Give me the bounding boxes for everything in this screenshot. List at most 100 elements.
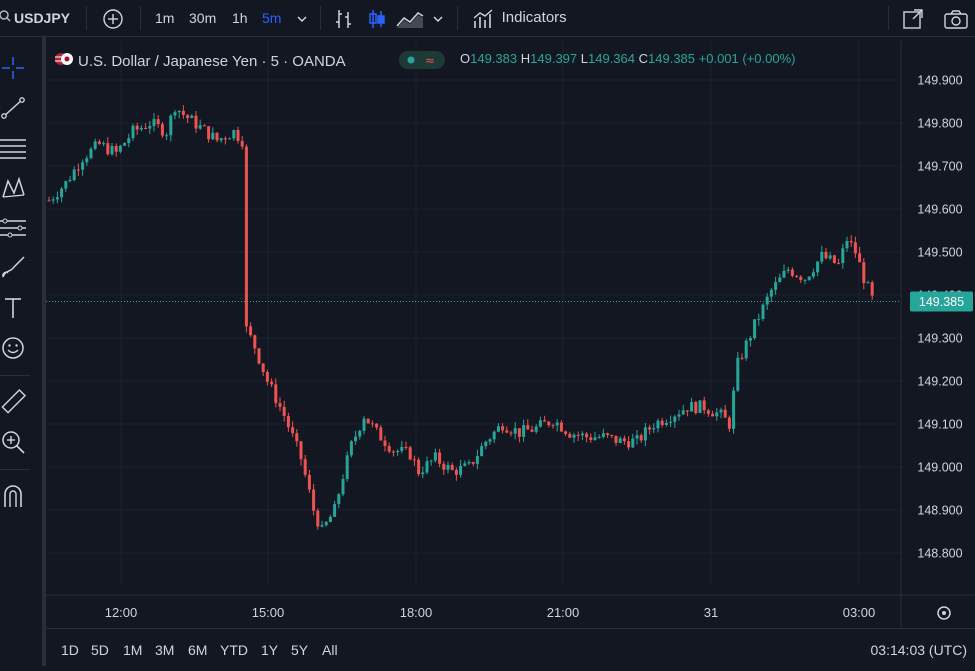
candle-body	[580, 433, 584, 436]
range-5d[interactable]: 5D	[91, 642, 109, 658]
candle-body	[576, 434, 580, 436]
candle-body	[156, 119, 160, 125]
candle-body	[862, 262, 866, 284]
candle-body	[740, 357, 744, 359]
timeframe-1m[interactable]: 1m	[155, 10, 175, 26]
y-tick-label: 149.500	[917, 246, 962, 260]
candle-body	[312, 489, 316, 511]
candle-body	[169, 115, 173, 136]
candle-body	[690, 402, 694, 412]
pattern-icon[interactable]	[0, 175, 26, 201]
area-chart-icon[interactable]	[396, 0, 424, 36]
magnet-icon[interactable]	[0, 483, 26, 509]
candle-body	[669, 421, 673, 423]
candle-body	[446, 464, 450, 470]
bar-chart-icon[interactable]	[334, 0, 354, 36]
timeframe-30m[interactable]: 30m	[189, 10, 217, 26]
candle-body	[345, 455, 349, 480]
change-value: +0.001 (+0.00%)	[698, 51, 796, 66]
top-toolbar: USDJPY 1m 30m 1h 5m Indicators	[0, 0, 975, 37]
x-tick-label: 03:00	[843, 605, 876, 620]
candle-body	[488, 439, 492, 442]
range-1m[interactable]: 1M	[123, 642, 143, 658]
candle-body	[228, 138, 232, 140]
range-5y[interactable]: 5Y	[291, 642, 309, 658]
trend-line-icon[interactable]	[0, 95, 26, 121]
candle-body	[711, 413, 715, 417]
chart-settings-icon[interactable]	[937, 606, 951, 620]
candle-body	[429, 460, 433, 462]
candle-body	[782, 270, 786, 278]
high-value: 149.397	[530, 51, 578, 66]
candle-body	[349, 441, 353, 456]
x-tick-label: 15:00	[252, 605, 285, 620]
range-all[interactable]: All	[322, 642, 338, 658]
price-chart[interactable]: 149.900149.800149.700149.600149.500149.4…	[46, 41, 975, 627]
candle-body	[396, 450, 400, 452]
crosshair-icon[interactable]	[0, 55, 26, 81]
candle-body	[694, 402, 698, 414]
brush-icon[interactable]	[0, 255, 26, 281]
forecast-icon[interactable]	[0, 215, 26, 241]
range-6m[interactable]: 6M	[188, 642, 208, 658]
high-key: H	[520, 51, 531, 66]
candle-body	[597, 436, 601, 438]
fullscreen-icon[interactable]	[902, 0, 924, 36]
candle-body	[652, 428, 656, 430]
candle-body	[219, 138, 223, 141]
chevron-down-icon[interactable]	[432, 0, 444, 36]
candle-body	[585, 433, 589, 438]
candle-body	[774, 282, 778, 290]
emoji-icon[interactable]	[0, 335, 26, 361]
drawing-toolbar	[0, 37, 46, 666]
candle-body	[55, 197, 59, 200]
candle-body	[433, 452, 437, 461]
candle-body	[47, 200, 51, 202]
candle-body	[572, 434, 576, 438]
candle-body	[181, 110, 185, 115]
ruler-icon[interactable]	[0, 388, 27, 415]
candle-body	[93, 141, 97, 149]
fib-icon[interactable]	[0, 135, 26, 161]
symbol-search-button[interactable]: USDJPY	[0, 0, 70, 36]
candle-body	[765, 296, 769, 305]
candle-body	[799, 276, 803, 280]
camera-icon[interactable]	[943, 0, 969, 36]
range-1y[interactable]: 1Y	[261, 642, 279, 658]
add-symbol-icon[interactable]	[102, 0, 124, 36]
candle-chart-icon[interactable]	[367, 0, 387, 36]
x-tick-label: 12:00	[105, 605, 138, 620]
candle-body	[64, 181, 68, 189]
text-icon[interactable]	[0, 295, 26, 321]
timeframe-1h[interactable]: 1h	[232, 10, 248, 26]
candle-body	[295, 433, 299, 442]
candle-body	[328, 516, 332, 523]
y-tick-label: 149.900	[917, 74, 962, 88]
timeframe-5m[interactable]: 5m	[262, 10, 282, 26]
zoom-icon[interactable]	[0, 429, 26, 455]
candle-body	[778, 277, 782, 283]
candle-body	[253, 335, 257, 349]
candle-body	[114, 145, 118, 152]
candle-body	[358, 430, 362, 437]
candle-body	[673, 416, 677, 422]
symbol-title[interactable]: U.S. Dollar / Japanese Yen · 5 · OANDA	[78, 52, 346, 70]
candle-body	[442, 463, 446, 470]
market-status-badge[interactable]: ≈	[399, 51, 445, 69]
candle-body	[72, 169, 76, 181]
candle-body	[723, 409, 727, 418]
indicators-button[interactable]: Indicators	[472, 0, 567, 36]
candle-body	[505, 430, 509, 433]
candle-body	[404, 446, 408, 448]
candle-body	[333, 504, 337, 517]
candle-body	[757, 318, 761, 320]
candle-body	[593, 437, 597, 441]
close-key: C	[638, 51, 649, 66]
range-3m[interactable]: 3M	[155, 642, 175, 658]
chevron-down-icon[interactable]	[296, 0, 308, 36]
utc-clock[interactable]: 03:14:03 (UTC)	[870, 642, 967, 658]
candle-body	[803, 279, 807, 281]
range-1d[interactable]: 1D	[61, 642, 79, 658]
candle-body	[85, 158, 89, 163]
range-ytd[interactable]: YTD	[220, 642, 248, 658]
